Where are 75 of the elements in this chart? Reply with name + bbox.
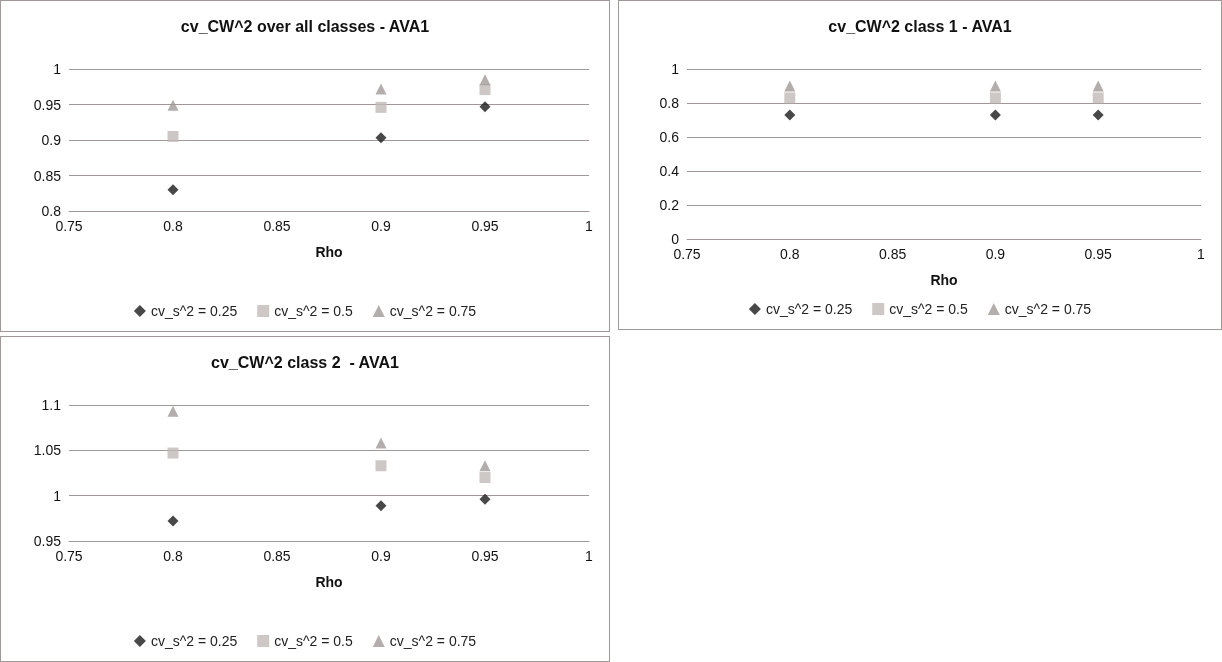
point bbox=[167, 99, 179, 111]
point bbox=[375, 437, 387, 449]
x-tick-label: 0.75 bbox=[673, 246, 701, 262]
legend-label: cv_s^2 = 0.75 bbox=[1004, 301, 1092, 317]
x-axis-title: Rho bbox=[315, 244, 343, 260]
point bbox=[784, 92, 796, 104]
x-tick-label: 0.9 bbox=[371, 218, 391, 234]
x-tick-label: 0.85 bbox=[263, 218, 291, 234]
y-tick-label: 0.2 bbox=[659, 197, 680, 213]
x-tick-label: 0.95 bbox=[1084, 246, 1113, 262]
legend-label: cv_s^2 = 0.25 bbox=[150, 633, 238, 649]
point bbox=[989, 80, 1001, 92]
point bbox=[375, 101, 387, 113]
point bbox=[167, 447, 179, 459]
point bbox=[1092, 80, 1104, 92]
y-tick-label: 0.8 bbox=[41, 203, 62, 219]
y-tick-label: 0.4 bbox=[659, 163, 680, 179]
point bbox=[479, 493, 491, 505]
legend-label: cv_s^2 = 0.75 bbox=[389, 303, 477, 319]
x-tick-label: 1 bbox=[585, 218, 594, 234]
legend-label: cv_s^2 = 0.5 bbox=[274, 303, 353, 319]
x-tick-label: 1 bbox=[585, 548, 594, 564]
point bbox=[784, 109, 796, 121]
x-tick-label: 0.75 bbox=[55, 548, 83, 564]
y-tick-label: 0.8 bbox=[659, 95, 680, 111]
point bbox=[167, 405, 179, 417]
point bbox=[375, 83, 387, 95]
point bbox=[1092, 109, 1104, 121]
point bbox=[167, 184, 179, 196]
x-tick-label: 1 bbox=[1197, 246, 1206, 262]
x-axis-title: Rho bbox=[315, 574, 343, 590]
x-tick-label: 0.95 bbox=[471, 548, 499, 564]
point bbox=[375, 132, 387, 144]
y-tick-label: 1.05 bbox=[33, 442, 62, 459]
x-tick-label: 0.85 bbox=[263, 548, 291, 564]
point bbox=[989, 109, 1001, 121]
point bbox=[167, 515, 179, 527]
x-tick-label: 0.9 bbox=[371, 548, 391, 564]
point bbox=[375, 500, 387, 512]
legend-label: cv_s^2 = 0.75 bbox=[389, 633, 477, 649]
x-tick-label: 0.75 bbox=[55, 218, 83, 234]
legend-label: cv_s^2 = 0.25 bbox=[150, 303, 238, 319]
point bbox=[479, 74, 491, 86]
point bbox=[479, 472, 491, 484]
x-tick-label: 0.95 bbox=[471, 218, 499, 234]
x-tick-label: 0.8 bbox=[163, 548, 183, 564]
x-tick-label: 0.8 bbox=[780, 246, 800, 262]
y-tick-label: 1 bbox=[53, 487, 62, 504]
legend-label: cv_s^2 = 0.5 bbox=[889, 301, 968, 317]
y-tick-label: 0.95 bbox=[33, 96, 62, 113]
x-tick-label: 0.85 bbox=[878, 246, 907, 262]
chart-title: cv_CW^2 over all classes - AVA1 bbox=[180, 17, 430, 35]
point bbox=[479, 101, 491, 113]
y-tick-label: 1 bbox=[671, 61, 680, 77]
point bbox=[1092, 92, 1104, 104]
y-tick-label: 0.6 bbox=[659, 129, 680, 145]
point bbox=[479, 84, 491, 96]
chart-title: cv_CW^2 class 1 - AVA1 bbox=[828, 17, 1012, 35]
y-tick-label: 0.85 bbox=[33, 167, 62, 184]
y-tick-label: 0.95 bbox=[33, 533, 62, 549]
x-tick-label: 0.9 bbox=[985, 246, 1006, 262]
point bbox=[479, 460, 491, 472]
point bbox=[784, 80, 796, 92]
y-tick-label: 1.1 bbox=[41, 397, 62, 413]
point bbox=[167, 130, 179, 142]
chart-title: cv_CW^2 class 2 - AVA1 bbox=[211, 353, 399, 371]
x-axis-title: Rho bbox=[930, 272, 958, 288]
y-tick-label: 1 bbox=[53, 61, 62, 77]
point bbox=[989, 92, 1001, 104]
legend-label: cv_s^2 = 0.5 bbox=[274, 633, 353, 649]
point bbox=[375, 460, 387, 472]
y-tick-label: 0 bbox=[671, 231, 680, 247]
y-tick-label: 0.9 bbox=[41, 132, 62, 148]
x-tick-label: 0.8 bbox=[163, 218, 183, 234]
legend-label: cv_s^2 = 0.25 bbox=[765, 301, 853, 317]
